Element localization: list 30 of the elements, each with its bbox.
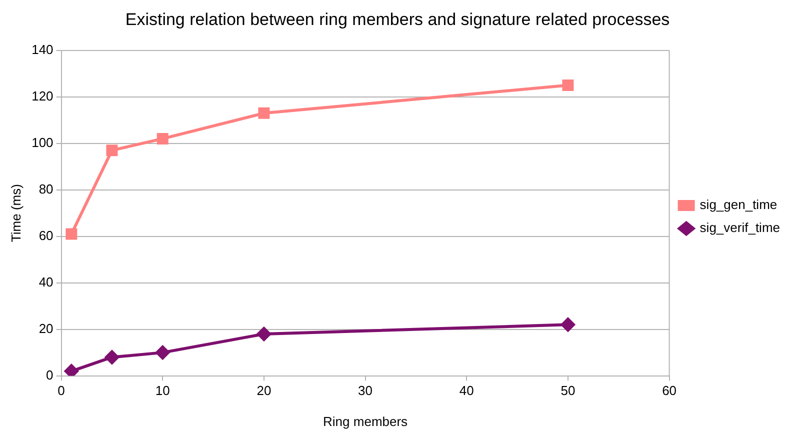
x-tick-label: 0 <box>58 383 65 398</box>
point <box>156 346 170 360</box>
x-tick-label: 40 <box>459 383 474 398</box>
point <box>562 80 574 92</box>
point <box>156 132 168 144</box>
x-tick-label: 30 <box>358 383 373 398</box>
x-tick-label: 50 <box>560 383 576 398</box>
point <box>256 326 271 341</box>
y-tick-label: 80 <box>38 181 54 196</box>
legend-label: sig_verif_time <box>700 220 780 236</box>
point <box>64 364 78 376</box>
chart-title: Existing relation between ring members and signature related processes <box>125 10 670 29</box>
y-tick-label: 120 <box>32 88 54 104</box>
y-tick-label: 100 <box>32 134 54 150</box>
y-tick-label: 140 <box>32 42 54 57</box>
x-axis-title: Ring members <box>323 414 408 429</box>
x-tick-label: 60 <box>662 383 677 398</box>
y-tick-label: 20 <box>38 320 54 336</box>
y-tick-label: 0 <box>46 367 54 382</box>
point <box>560 318 575 332</box>
point <box>106 144 118 156</box>
y-tick-label: 40 <box>38 274 54 290</box>
x-tick-label: 20 <box>256 383 272 398</box>
legend-label: sig_gen_time <box>700 197 778 212</box>
y-tick-label: 60 <box>38 228 54 243</box>
x-tick-label: 10 <box>155 383 170 398</box>
point <box>104 350 119 364</box>
point <box>258 107 270 119</box>
point <box>66 228 78 240</box>
y-axis-title: Time (ms) <box>8 184 24 242</box>
